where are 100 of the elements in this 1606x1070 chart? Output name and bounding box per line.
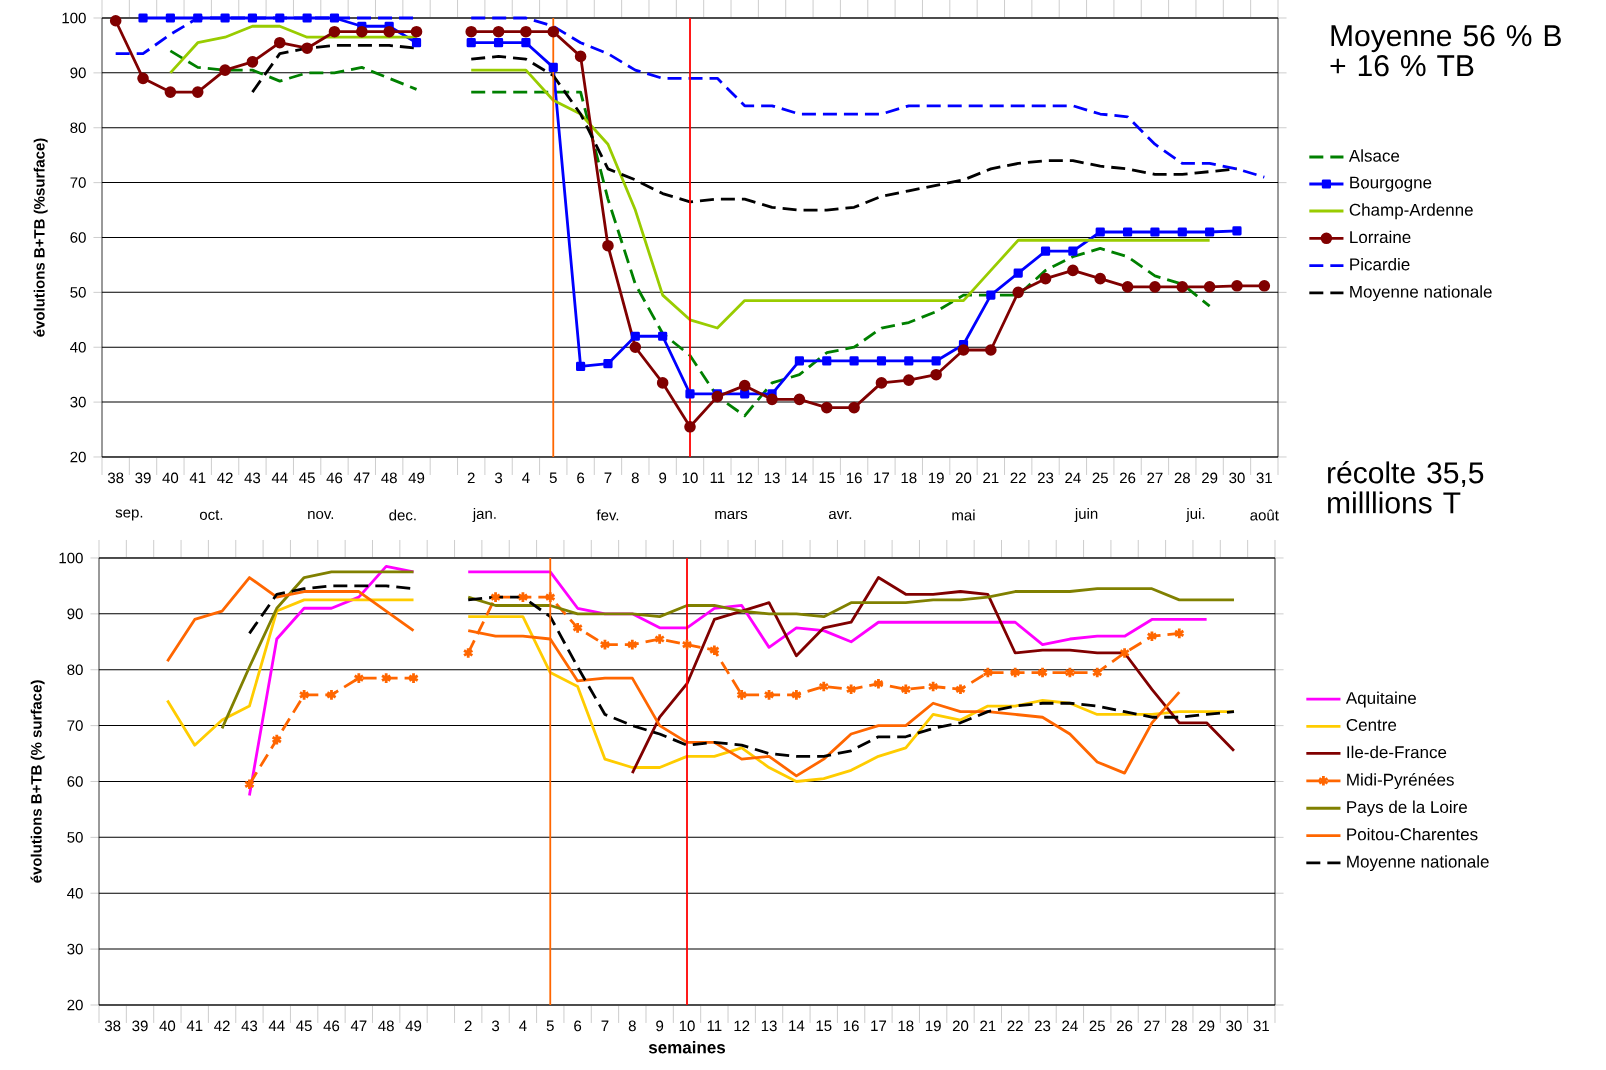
- x-tick-label: 22: [1007, 1020, 1023, 1032]
- legend-label: Moyenne nationale: [1347, 855, 1489, 872]
- x-tick-label: 8: [628, 1020, 636, 1032]
- legend-label: Champ-Ardenne: [1349, 203, 1473, 220]
- legend-label: Midi-Pyrénées: [1347, 773, 1454, 790]
- y-tick-label: 100: [62, 12, 86, 24]
- x-tick-label: 48: [378, 1020, 394, 1032]
- x-tick-label: 21: [983, 472, 999, 484]
- x-tick-label: 15: [819, 472, 835, 484]
- y-tick-label: 40: [70, 341, 86, 353]
- x-tick-label: 44: [271, 472, 288, 483]
- x-tick-label: 15: [816, 1020, 832, 1032]
- x-tick-label: 18: [898, 1020, 914, 1032]
- x-tick-label: 2: [464, 1020, 472, 1032]
- y-tick-label: 60: [67, 776, 83, 787]
- x-tick-label: 26: [1117, 1020, 1133, 1032]
- x-tick-label: 48: [381, 472, 397, 484]
- x-tick-label: 29: [1199, 1020, 1215, 1032]
- x-tick-label: 8: [631, 472, 639, 484]
- legend-label: Lorraine: [1350, 230, 1411, 244]
- x-tick-label: 13: [761, 1020, 777, 1032]
- x-tick-label: 4: [522, 472, 530, 483]
- x-tick-label: 47: [350, 1020, 367, 1031]
- text: dec.: [389, 509, 416, 521]
- y-tick-label: 50: [70, 287, 86, 298]
- x-tick-label: 7: [604, 472, 612, 483]
- y-tick-label: 30: [70, 396, 86, 408]
- legend-label: Centre: [1346, 718, 1397, 731]
- y-tick-label: 80: [70, 122, 86, 134]
- x-tick-label: 13: [764, 472, 780, 484]
- y-tick-label: 70: [67, 720, 83, 731]
- legend-label: Alsace: [1348, 149, 1400, 162]
- x-tick-label: 11: [707, 1020, 722, 1031]
- x-tick-label: 24: [1065, 472, 1081, 484]
- x-tick-label: 10: [679, 1020, 695, 1032]
- x-tick-label: 3: [494, 472, 503, 484]
- x-tick-label: 27: [1144, 1020, 1160, 1032]
- x-tick-label: 6: [574, 1020, 582, 1032]
- x-tick-label: 29: [1202, 472, 1218, 484]
- x-tick-label: 28: [1171, 1020, 1187, 1032]
- text: oct.: [199, 510, 223, 520]
- x-tick-label: 42: [214, 1020, 230, 1032]
- x-tick-label: 38: [107, 472, 124, 484]
- x-tick-label: 31: [1256, 472, 1272, 484]
- x-tick-label: 46: [323, 1020, 340, 1032]
- x-tick-label: 19: [925, 1020, 941, 1032]
- x-tick-label: 38: [104, 1020, 121, 1032]
- text: avr.: [828, 510, 852, 520]
- x-tick-label: 41: [189, 472, 206, 483]
- y-tick-label: 100: [59, 552, 83, 564]
- x-tick-label: 16: [846, 472, 862, 484]
- x-tick-label: 45: [296, 1020, 312, 1032]
- x-tick-label: 16: [843, 1020, 859, 1032]
- x-tick-label: 24: [1062, 1020, 1078, 1032]
- x-tick-label: 12: [737, 472, 753, 484]
- y-tick-label: 80: [67, 664, 83, 676]
- legend-label: Pays de la Loire: [1347, 800, 1467, 817]
- text: mai: [952, 509, 975, 521]
- text: jan.: [472, 508, 496, 522]
- x-tick-label: 17: [874, 472, 890, 483]
- x-tick-label: 7: [601, 1020, 609, 1031]
- x-tick-label: 20: [955, 472, 972, 484]
- x-tick-label: 26: [1119, 472, 1136, 484]
- x-tick-label: 43: [241, 1020, 258, 1032]
- text: récolte 35,5 milllions T: [1328, 461, 1484, 514]
- y-tick-label: 40: [67, 887, 83, 899]
- x-tick-label: 12: [734, 1020, 750, 1032]
- legend-label: Picardie: [1350, 257, 1410, 271]
- x-tick-label: 4: [519, 1020, 527, 1031]
- x-tick-label: 5: [546, 1020, 554, 1032]
- x-tick-label: 20: [952, 1020, 969, 1032]
- y-tick-label: 90: [70, 67, 86, 79]
- x-tick-label: 39: [135, 472, 151, 484]
- x-tick-label: 5: [549, 472, 557, 484]
- x-tick-label: 25: [1092, 472, 1108, 484]
- legend-label: Moyenne nationale: [1350, 285, 1492, 302]
- x-tick-label: 14: [792, 472, 808, 483]
- x-tick-label: 14: [789, 1020, 805, 1031]
- y-tick-label: 70: [70, 177, 86, 188]
- x-tick-label: 22: [1010, 472, 1026, 484]
- x-axis-title: semaines: [648, 1040, 726, 1054]
- x-tick-label: 45: [299, 472, 315, 484]
- x-tick-label: 41: [186, 1020, 203, 1031]
- x-tick-label: 40: [162, 472, 179, 484]
- x-tick-label: 49: [405, 1020, 422, 1032]
- text: jui.: [1185, 508, 1205, 522]
- x-tick-label: 40: [159, 1020, 176, 1032]
- text: nov.: [308, 510, 334, 520]
- y-tick-label: 20: [67, 999, 83, 1011]
- y-axis-title: évolutions B+TB (%surface): [33, 138, 48, 337]
- x-tick-label: 31: [1253, 1020, 1269, 1032]
- x-tick-label: 3: [491, 1020, 500, 1032]
- x-tick-label: 49: [408, 472, 425, 484]
- legend-label: Poitou-Charentes: [1347, 827, 1478, 841]
- text: août: [1250, 509, 1279, 521]
- x-tick-label: 28: [1174, 472, 1190, 484]
- x-tick-label: 23: [1037, 472, 1054, 484]
- x-tick-label: 47: [353, 472, 370, 483]
- x-tick-label: 9: [656, 1020, 664, 1032]
- x-tick-label: 27: [1147, 472, 1163, 484]
